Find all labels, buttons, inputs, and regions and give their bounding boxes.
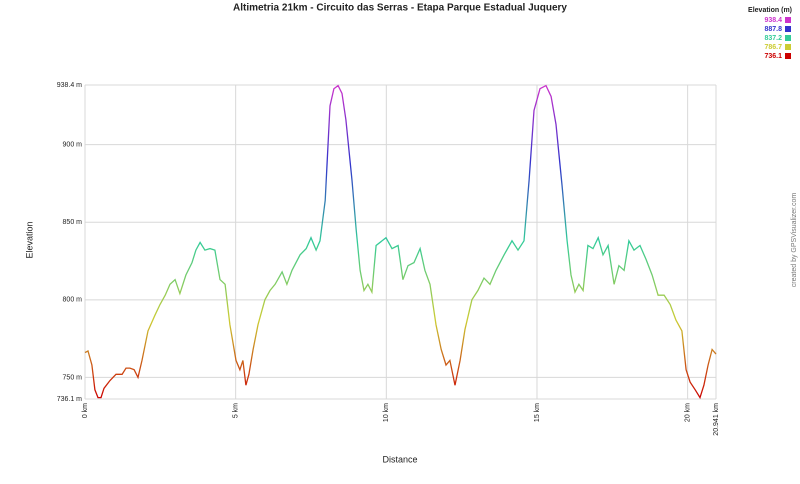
y-axis-label: Elevation [24,221,34,258]
legend-label: 837.2 [764,35,782,42]
y-tick-label: 736.1 m [57,396,82,403]
legend-label: 736.1 [764,53,782,60]
legend-swatch [785,35,791,41]
x-axis-label: Distance [382,454,417,464]
x-tick-label: 5 km [233,403,240,418]
legend-swatch [785,44,791,50]
y-tick-label: 900 m [63,141,83,148]
y-tick-label: 938.4 m [57,82,82,89]
legend-swatch [785,26,791,32]
x-tick-label: 20 km [684,403,691,422]
legend-swatch [785,17,791,23]
credit: created by GPSVisualizer.com [791,193,798,288]
legend-title: Elevation (m) [748,7,792,14]
chart-title: Altimetria 21km - Circuito das Serras - … [233,3,567,14]
legend-label: 938.4 [764,17,782,24]
y-tick-label: 750 m [63,374,83,381]
elevation-line [84,84,717,400]
legend-swatch [785,53,791,59]
x-tick-label: 15 km [534,403,541,422]
x-tick-label: 10 km [383,403,390,422]
legend-label: 887.8 [764,26,782,33]
x-tick-label: 0 km [82,403,89,418]
legend-label: 786.7 [764,44,782,51]
x-tick-label: 20.941 km [713,403,720,436]
y-tick-label: 850 m [63,219,83,226]
y-tick-label: 800 m [63,297,83,304]
